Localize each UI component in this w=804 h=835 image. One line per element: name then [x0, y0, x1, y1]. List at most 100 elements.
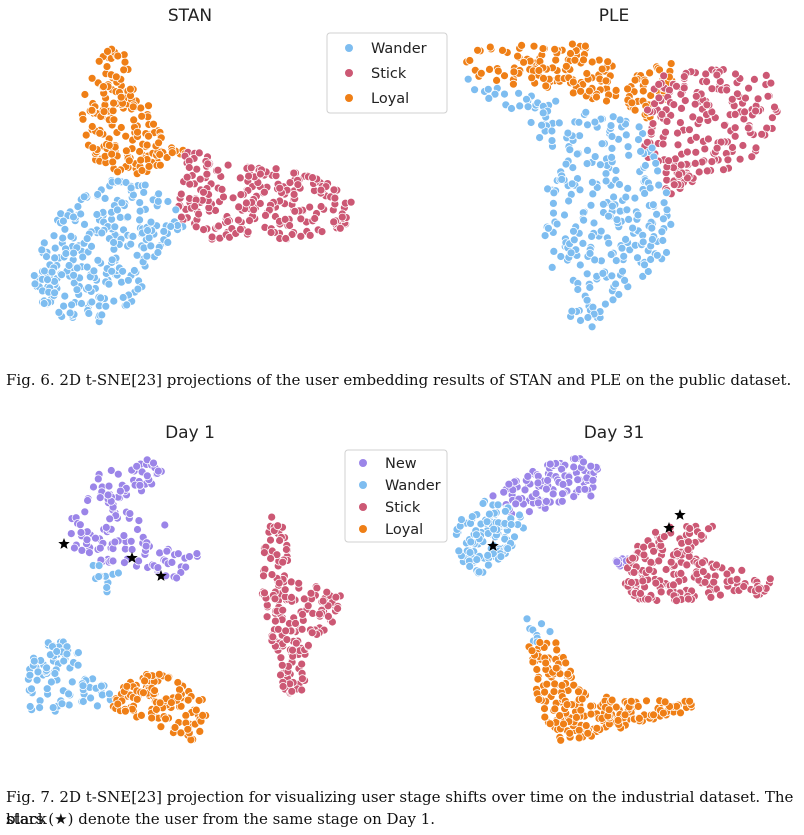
fig6-ple-point-wander — [608, 201, 617, 211]
fig6-ple-point-stick — [669, 180, 679, 190]
fig6-stan-point-stick — [234, 202, 244, 212]
fig6-ple-point-wander — [608, 295, 618, 305]
fig7-day1-point-new — [162, 546, 172, 556]
fig7-day31-point-loyal — [541, 658, 551, 668]
fig7-day1-point-stick — [275, 536, 285, 545]
fig7-day31-point-new — [557, 496, 567, 506]
fig6-stan-point-loyal — [125, 84, 135, 94]
fig7-day31-point-loyal — [552, 645, 562, 655]
fig6-ple-point-wander — [607, 143, 617, 153]
fig6-stan-point-wander — [135, 198, 145, 208]
fig6-ple-point-stick — [702, 100, 712, 110]
fig7-day1-point-new — [181, 562, 191, 572]
fig7-day1-point-stick — [298, 610, 307, 619]
fig7-day1-point-stick — [299, 594, 309, 604]
fig7-day1-point-loyal — [170, 723, 180, 732]
fig6-stan-point-stick — [244, 171, 254, 181]
fig6-stan-point-wander — [82, 262, 92, 272]
fig6-ple-point-wander — [648, 234, 657, 244]
fig7-day1-point-stick — [270, 594, 280, 604]
fig7-day1-point-wander — [86, 693, 95, 703]
fig6-stan-point-loyal — [113, 51, 123, 61]
fig7-day1-point-stick — [273, 624, 283, 634]
fig7-day1-point-new — [153, 466, 163, 476]
fig6-stan-point-loyal — [111, 72, 121, 82]
fig7-day1-point-loyal — [181, 711, 191, 720]
fig7-day1-panel: Day 1 — [23, 423, 345, 745]
fig6-stan-point-loyal — [109, 98, 118, 108]
fig7-day31-point-loyal — [574, 725, 584, 735]
fig7-day31-title: Day 31 — [584, 423, 645, 443]
fig7-day31-point-loyal — [557, 681, 567, 690]
fig7-day1-point-new — [126, 536, 136, 546]
fig6-ple-point-wander — [574, 117, 584, 127]
fig7-day31-point-wander — [493, 500, 503, 510]
fig7-day1-point-new — [103, 490, 113, 500]
fig6-ple-point-wander — [564, 196, 573, 206]
fig6-stan-point-stick — [235, 224, 245, 234]
fig6-stan-point-wander — [78, 252, 88, 262]
fig6-ple-point-loyal — [570, 55, 580, 65]
fig6-ple-point-loyal — [568, 88, 578, 98]
fig6-stan-point-stick — [316, 185, 326, 195]
fig6-stan-point-stick — [199, 225, 209, 235]
fig7-caption-line2: stars (★) denote the user from the same … — [6, 810, 436, 828]
fig6-stan-point-stick — [176, 212, 186, 222]
fig6-stan-point-loyal — [144, 161, 154, 171]
fig6-stan-point-wander — [50, 288, 59, 298]
fig7-day31-point-new — [533, 478, 543, 488]
fig6-stan-point-loyal — [119, 65, 129, 75]
fig6-ple-point-wander — [630, 193, 640, 203]
fig7-day31-point-wander — [510, 532, 519, 542]
fig6-ple-point-wander — [634, 135, 643, 145]
fig7-day1-point-stick — [273, 521, 283, 531]
fig7-day31-point-wander — [484, 509, 494, 519]
fig7-day31-point-stick — [684, 537, 693, 547]
fig7-day1-point-loyal — [163, 673, 173, 683]
fig7-day31-point-stick — [739, 582, 749, 591]
fig6-stan-point-wander — [109, 238, 118, 247]
fig7-legend-label-stick: Stick — [385, 500, 421, 516]
fig7-day1-point-loyal — [194, 696, 204, 705]
fig7-day31-point-wander — [474, 567, 484, 577]
fig7-day1-star-marker — [126, 552, 138, 563]
fig6-stan-point-wander — [97, 228, 107, 238]
fig6-ple-point-stick — [757, 129, 767, 139]
fig7-day1-point-new — [91, 533, 100, 543]
fig6-ple-point-loyal — [527, 73, 537, 83]
fig6-ple-point-loyal — [550, 44, 560, 54]
fig6-stan-point-stick — [190, 201, 200, 211]
fig6-ple-point-stick — [664, 156, 673, 166]
fig6-stan-point-loyal — [149, 119, 158, 129]
fig7-day31-point-stick — [683, 545, 693, 555]
fig6-stan-point-stick — [176, 189, 186, 199]
fig6-ple-point-wander — [549, 198, 558, 208]
fig6-ple-point-stick — [659, 71, 669, 81]
fig6-ple-point-loyal — [493, 66, 503, 76]
fig7-day1-point-stick — [331, 592, 341, 602]
fig7-day1-point-stick — [259, 548, 269, 557]
fig6-stan-scatter — [29, 44, 356, 327]
fig6-ple-point-wander — [622, 205, 632, 215]
fig6-ple-point-stick — [702, 77, 711, 86]
fig7-day31-point-stick — [712, 560, 721, 570]
fig6-stan-point-wander — [154, 189, 164, 199]
fig6-legend-marker-loyal — [345, 94, 353, 102]
fig6-stan-point-loyal — [107, 149, 117, 159]
fig6-stan-point-wander — [146, 241, 156, 251]
fig6-ple-point-stick — [673, 140, 683, 150]
fig6-ple-point-stick — [735, 154, 745, 164]
fig7-day31-point-loyal — [649, 710, 658, 720]
fig6-stan-point-wander — [77, 299, 86, 308]
fig6-ple-point-stick — [750, 75, 759, 84]
fig7-day31-point-loyal — [556, 735, 566, 745]
fig7-day1-point-stick — [278, 605, 288, 615]
fig6-ple-point-stick — [685, 125, 694, 135]
fig6-ple-point-stick — [672, 81, 681, 91]
fig6-ple-point-wander — [523, 102, 533, 112]
fig7-day1-point-new — [95, 493, 105, 503]
fig6-ple-point-wander — [653, 166, 662, 176]
fig6-ple-point-stick — [669, 100, 679, 109]
fig7-day31-point-wander — [500, 534, 510, 544]
fig6-caption: Fig. 6. 2D t-SNE[23] projections of the … — [6, 371, 792, 389]
